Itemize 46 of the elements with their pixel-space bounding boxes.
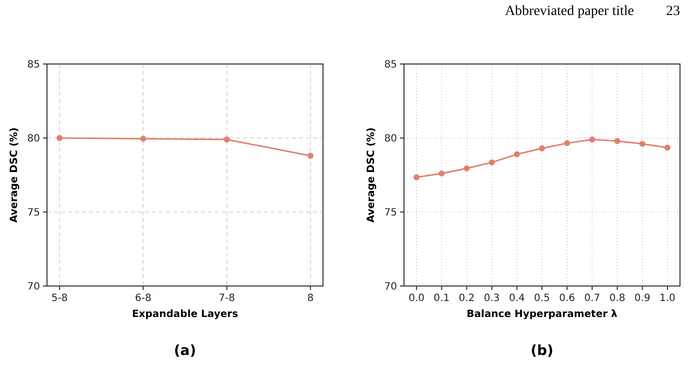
x-tick-label: 5-8	[51, 293, 68, 304]
x-tick-label: 1.0	[660, 293, 676, 304]
x-tick-label: 0.7	[584, 293, 600, 304]
x-tick-label: 0.6	[559, 293, 576, 304]
y-tick-label: 80	[27, 134, 40, 144]
point	[464, 165, 470, 172]
y-tick-label: 85	[384, 60, 397, 70]
x-axis-title: Balance Hyperparameter λ	[466, 309, 618, 320]
y-tick-label: 70	[27, 282, 40, 292]
x-axis-title: Expandable Layers	[132, 309, 238, 320]
x-tick-label: 0.0	[408, 293, 424, 304]
point	[224, 136, 230, 142]
text: 23	[666, 4, 680, 19]
point	[488, 159, 495, 166]
y-tick-label: 80	[384, 134, 397, 144]
y-axis-title: Average DSC (%)	[9, 127, 20, 223]
y-axis-title: Average DSC (%)	[366, 127, 377, 223]
x-tick-label: 0.3	[484, 293, 500, 304]
y-tick-label: 75	[27, 208, 40, 218]
point	[438, 170, 445, 177]
text: (b)	[530, 343, 554, 359]
x-tick-label: 0.2	[458, 293, 475, 304]
point	[564, 140, 570, 146]
point	[664, 144, 670, 151]
point	[514, 151, 520, 158]
x-tick-label: 7-8	[218, 293, 235, 304]
text: Abbreviated paper title	[504, 4, 634, 19]
point	[140, 136, 146, 142]
point	[414, 174, 420, 180]
x-tick-label: 0.9	[634, 293, 650, 304]
y-tick-label: 85	[27, 60, 40, 70]
point	[539, 145, 545, 152]
point	[639, 140, 646, 147]
x-tick-label: 8	[307, 293, 314, 304]
x-tick-label: 0.8	[609, 293, 626, 304]
point	[614, 138, 620, 144]
x-tick-label: 6-8	[135, 293, 152, 304]
point	[56, 135, 63, 141]
x-tick-label: 0.5	[534, 293, 550, 304]
point	[307, 152, 314, 159]
point	[589, 136, 596, 142]
x-tick-label: 0.1	[434, 293, 450, 304]
y-tick-label: 70	[384, 282, 397, 292]
text: (a)	[174, 343, 196, 359]
x-tick-label: 0.4	[508, 293, 525, 304]
y-tick-label: 75	[384, 208, 397, 218]
